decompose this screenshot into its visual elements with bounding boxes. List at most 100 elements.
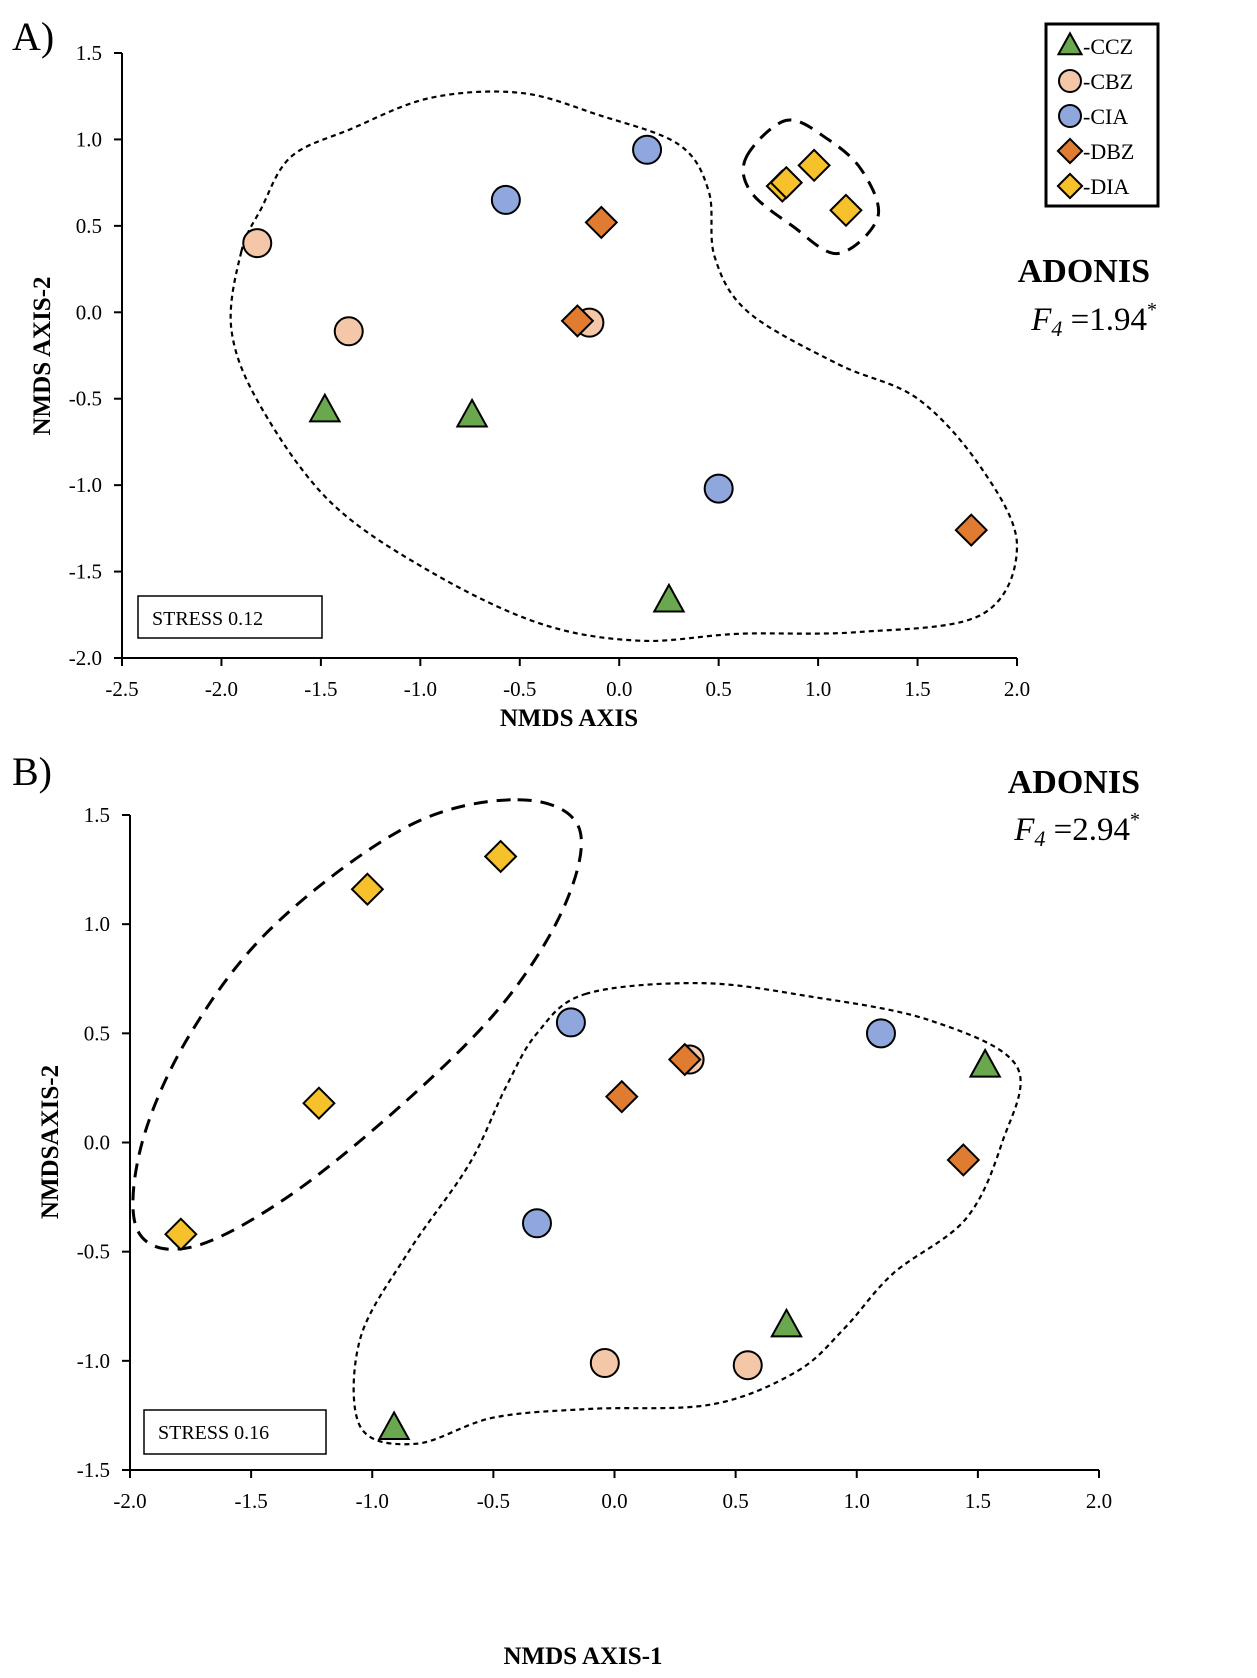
panel-a-point-dia <box>829 193 863 228</box>
panel-a-point-dia <box>769 165 804 200</box>
panel-a-x-tick-label: 1.0 <box>805 677 831 701</box>
panel-b-x-ticks: -2.0 -1.5 -1.0 -0.5 0.0 0.5 1.0 1.5 2.0 <box>113 1470 1112 1513</box>
panel-b-point-dia <box>164 1217 198 1252</box>
panel-b-stress-label: STRESS 0.16 <box>158 1422 269 1444</box>
panel-b-x-tick-label: 2.0 <box>1086 1489 1112 1513</box>
panel-a-point-cbz <box>242 228 273 259</box>
panel-a-adonis-df: 4 <box>1051 316 1062 341</box>
panel-b-point-ccz <box>968 1047 1002 1078</box>
panel-a-point-dbz <box>560 304 595 338</box>
panel-b-point-dia <box>302 1086 336 1121</box>
panel-a-label: A) <box>12 14 54 59</box>
panel-a-y-ticks: 1.5 1.0 0.5 0.0 -0.5 -1.0 -1.5 -2.0 <box>69 41 122 670</box>
panel-b-label: B) <box>12 749 52 794</box>
panel-b-y-tick-label: -1.0 <box>77 1349 110 1373</box>
panel-a-adonis-stat: F4 =1.94* <box>1030 299 1157 341</box>
panel-a: A) -2.5 -2.0 -1.5 -1.0 -0.5 0.0 0.5 1.0 1.5 2.0 1… <box>12 14 1160 732</box>
panel-b-x-tick-label: 1.5 <box>965 1489 991 1513</box>
legend-marker-ccz <box>1056 31 1084 56</box>
panel-b-y-axis-label: NMDSAXIS-2 <box>37 1065 64 1219</box>
legend-marker-dbz <box>1056 137 1084 165</box>
panel-b-adonis-title: ADONIS <box>1008 764 1140 801</box>
panel-b-adonis-sig: * <box>1130 809 1140 831</box>
panel-b-y-tick-label: 1.5 <box>84 803 110 827</box>
legend-label-dia: -DIA <box>1083 174 1130 199</box>
panel-a-point-ccz <box>652 582 686 613</box>
panel-a-y-tick-label: 1.0 <box>76 127 102 151</box>
panel-a-y-tick-label: -1.0 <box>69 473 102 497</box>
panel-a-hulls <box>229 90 1019 643</box>
panel-b-dashed-hull <box>131 798 583 1251</box>
panel-a-adonis-f: F <box>1030 302 1052 338</box>
panel-a-x-tick-label: 1.5 <box>904 677 930 701</box>
panel-b-dotted-hull <box>352 981 1022 1446</box>
panel-a-y-tick-label: -0.5 <box>69 387 102 411</box>
panel-a-stress-label: STRESS 0.12 <box>152 608 263 630</box>
panel-a-axes <box>121 53 1017 659</box>
panel-b-y-tick-label: 0.0 <box>84 1131 110 1155</box>
panel-a-x-tick-label: 0.0 <box>606 677 632 701</box>
panel-a-x-tick-label: -2.5 <box>105 677 138 701</box>
legend-items: -CCZ -CBZ -CIA -DBZ -DIA <box>1056 31 1134 200</box>
panel-b-stress-box <box>143 1409 327 1455</box>
panel-a-point-cia <box>490 184 521 215</box>
panel-a-stress-box <box>137 595 323 639</box>
panel-b-adonis-f: F <box>1013 812 1035 848</box>
panel-b-point-dia <box>483 839 518 874</box>
panel-a-x-tick-label: -1.0 <box>404 677 437 701</box>
panel-b-x-tick-label: 1.0 <box>844 1489 870 1513</box>
legend-label-dbz: -DBZ <box>1083 139 1134 164</box>
panel-a-y-tick-label: 0.0 <box>76 300 102 324</box>
panel-b-adonis-value: =2.94 <box>1045 812 1130 848</box>
panel-b-point-cbz <box>589 1348 620 1379</box>
panel-a-point-ccz <box>308 392 342 423</box>
panel-b-x-tick-label: 0.5 <box>723 1489 749 1513</box>
panel-a-point-cbz <box>333 316 364 347</box>
panel-a-y-tick-label: -2.0 <box>69 646 102 670</box>
panel-b-point-cia <box>865 1018 896 1049</box>
panel-b-adonis-df: 4 <box>1034 826 1045 851</box>
panel-b-adonis-stat: F4 =2.94* <box>1013 809 1140 851</box>
panel-b-y-tick-label: -1.5 <box>77 1458 110 1482</box>
panel-b-point-ccz <box>377 1410 411 1441</box>
panel-a-dashed-hull <box>741 118 881 256</box>
panel-a-x-tick-label: -1.5 <box>304 677 337 701</box>
panel-b-x-tick-label: -1.0 <box>356 1489 389 1513</box>
legend-label-cia: -CIA <box>1083 104 1128 129</box>
panel-b-x-axis-label: NMDS AXIS-1 <box>503 1643 662 1670</box>
panel-b-hulls <box>131 798 1022 1446</box>
panel-b-y-tick-label: -0.5 <box>77 1240 110 1264</box>
panel-a-adonis-sig: * <box>1147 299 1157 321</box>
panel-a-point-dia <box>797 148 831 183</box>
panel-b: B) -2.0 -1.5 -1.0 -0.5 0.0 0.5 1.0 1.5 2.0 1.51.… <box>12 749 1140 1670</box>
panel-a-x-tick-label: -2.0 <box>205 677 238 701</box>
legend-label-ccz: -CCZ <box>1083 34 1133 59</box>
panel-a-adonis-title: ADONIS <box>1018 253 1150 290</box>
panel-a-points <box>242 134 989 613</box>
panel-b-point-dbz <box>667 1042 702 1077</box>
panel-a-y-axis-label: NMDS AXIS-2 <box>29 276 56 435</box>
panel-a-x-ticks: -2.5 -2.0 -1.5 -1.0 -0.5 0.0 0.5 1.0 1.5 2.0 <box>105 658 1030 701</box>
panel-b-point-ccz <box>770 1307 803 1338</box>
legend-marker-cbz <box>1058 69 1082 93</box>
panel-b-y-tick-label: 1.0 <box>84 912 110 936</box>
panel-a-y-tick-label: 1.5 <box>76 41 102 65</box>
panel-b-point-dbz <box>604 1079 639 1114</box>
legend-label-cbz: -CBZ <box>1083 69 1133 94</box>
panel-a-point-cia <box>703 473 734 504</box>
legend-marker-dia <box>1056 172 1084 200</box>
panel-a-x-axis-label: NMDS AXIS <box>500 705 638 732</box>
panel-b-y-tick-label: 0.5 <box>84 1021 110 1045</box>
panel-b-x-tick-label: 0.0 <box>601 1489 627 1513</box>
panel-a-point-ccz <box>455 397 489 428</box>
panel-b-point-dia <box>350 872 385 907</box>
panel-b-points <box>164 839 1002 1441</box>
legend-marker-cia <box>1058 104 1082 128</box>
panel-b-point-cia <box>521 1208 552 1239</box>
panel-a-x-tick-label: 0.5 <box>706 677 732 701</box>
panel-a-x-tick-label: -0.5 <box>503 677 536 701</box>
panel-a-x-tick-label: 2.0 <box>1004 677 1030 701</box>
panel-b-point-cia <box>555 1007 586 1038</box>
panel-b-x-tick-label: -0.5 <box>477 1489 510 1513</box>
